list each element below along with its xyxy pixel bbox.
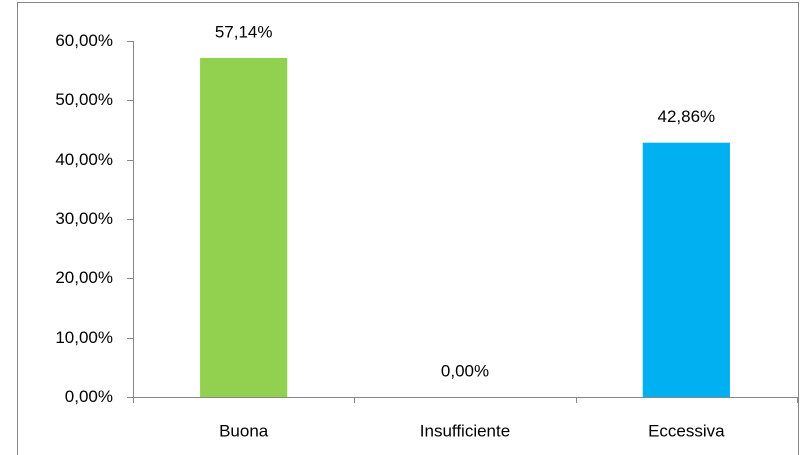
y-tick-label: 30,00% [55,209,113,228]
y-tick-label: 50,00% [55,90,113,109]
chart-frame [17,2,799,455]
x-tick-label: Insufficiente [420,421,510,440]
y-tick-label: 20,00% [55,268,113,287]
value-label: 57,14% [215,22,273,41]
bar [200,57,288,398]
y-tick-label: 10,00% [55,328,113,347]
x-tick-label: Eccessiva [648,421,725,440]
y-tick-label: 60,00% [55,31,113,50]
y-tick-label: 40,00% [55,150,113,169]
value-label: 42,86% [657,107,715,126]
bar [642,142,730,397]
x-tick-label: Buona [219,421,269,440]
value-label: 0,00% [441,361,489,380]
y-tick-label: 0,00% [65,387,113,406]
